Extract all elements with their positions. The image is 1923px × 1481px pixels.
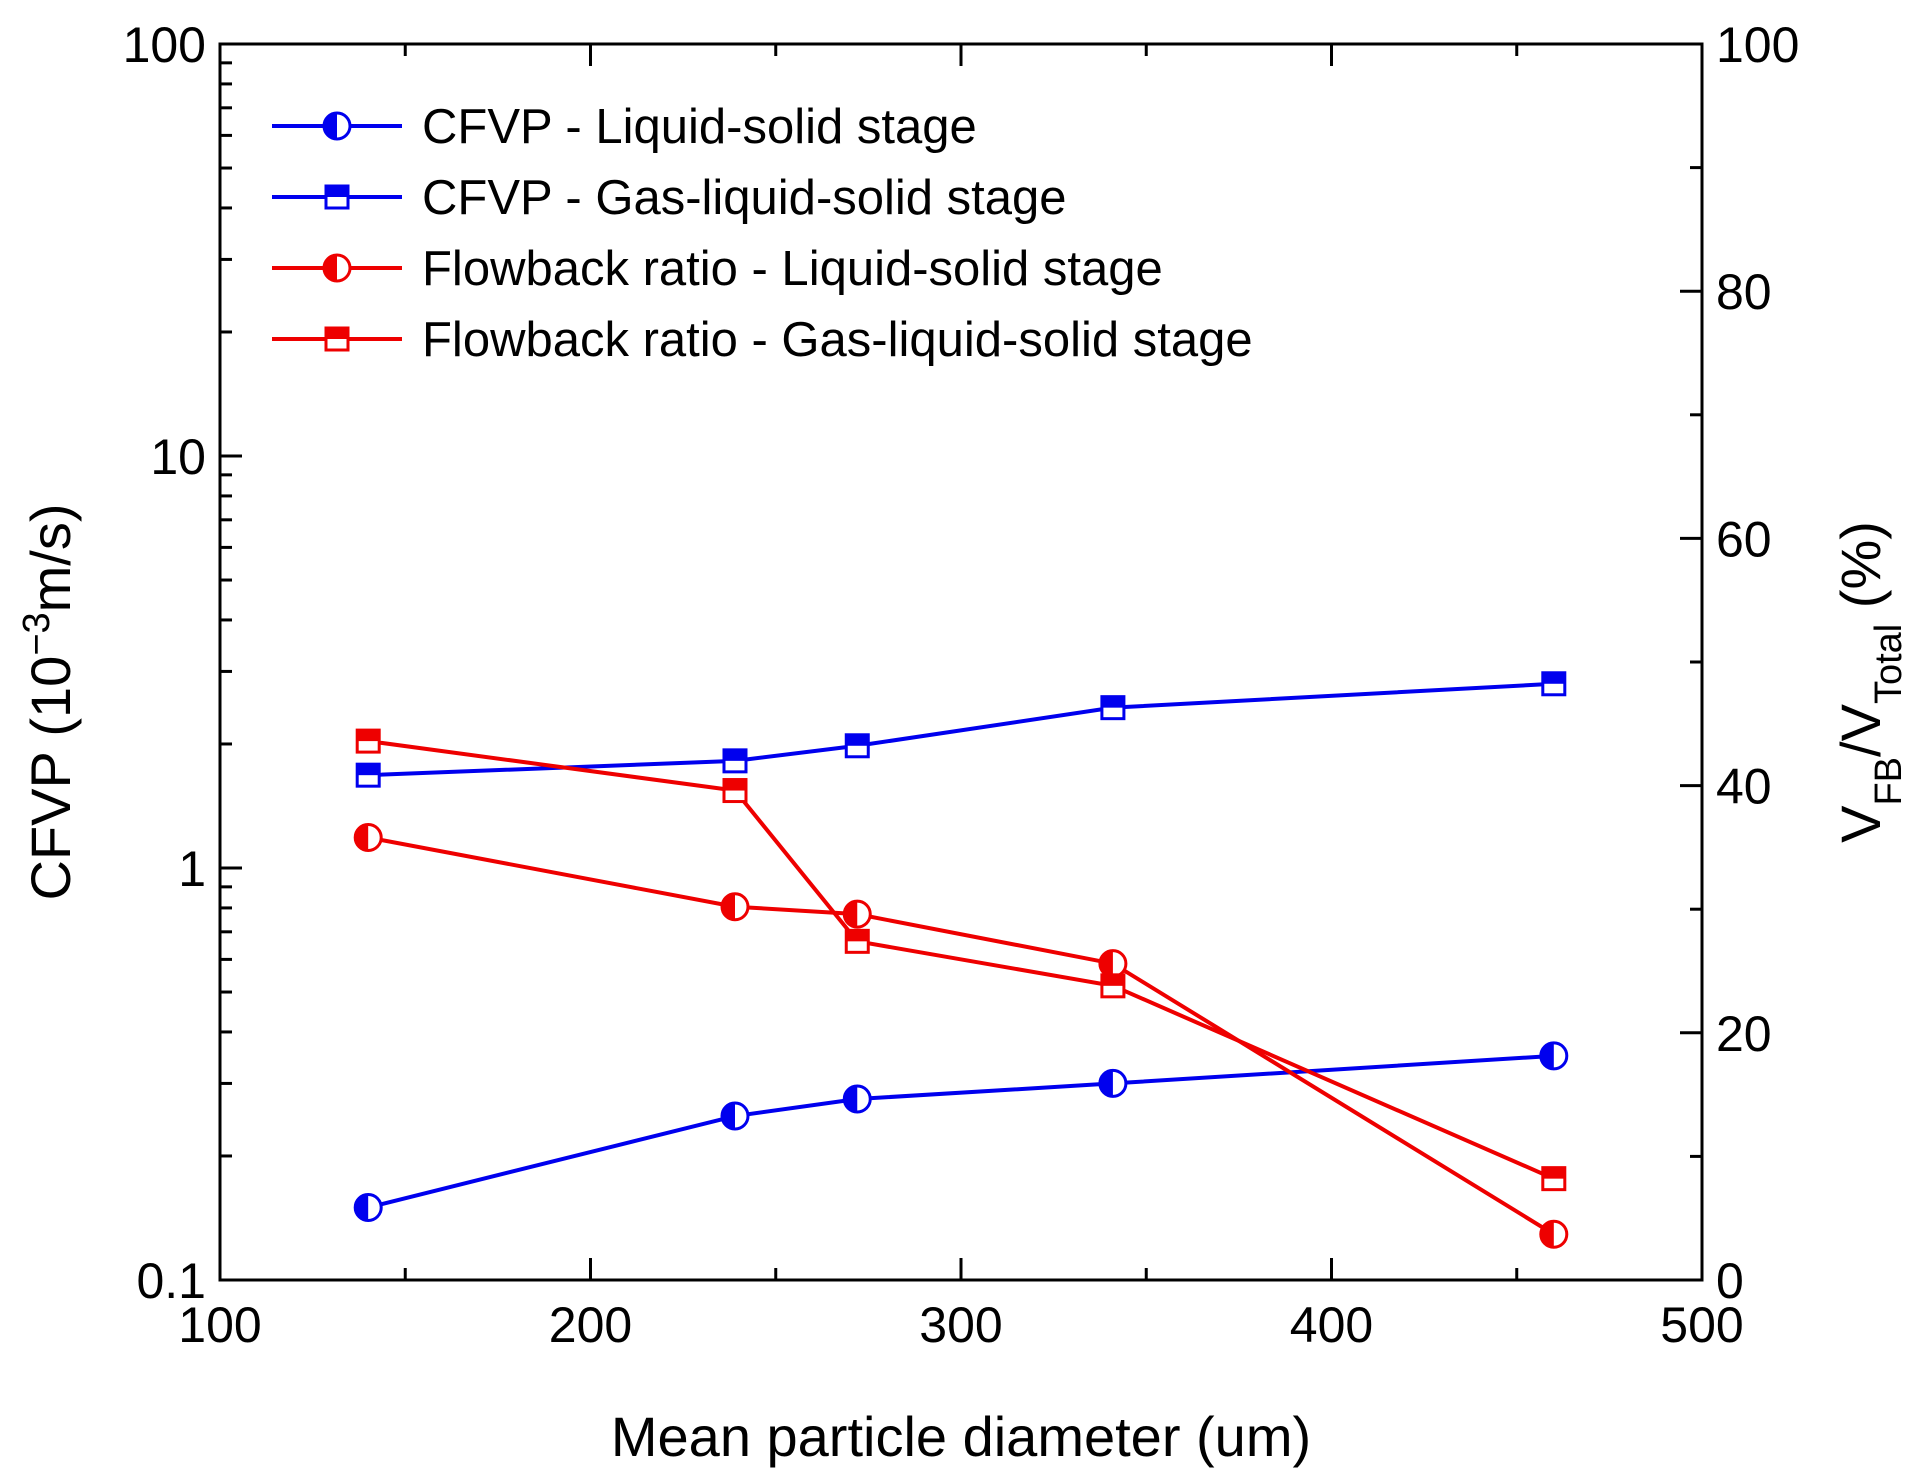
y-left-title-sup: −3 (16, 612, 58, 655)
marker-half-square (355, 728, 381, 754)
x-axis-title: Mean particle diameter (um) (611, 1405, 1311, 1468)
marker-fill (355, 824, 369, 851)
series-4 (355, 728, 1567, 1192)
marker-fill (723, 779, 746, 791)
series-1 (353, 1041, 1569, 1222)
marker-fill (324, 113, 337, 139)
y-axis-right-title: VFB/VTotal (%) (1829, 521, 1910, 843)
y-right-title-sub2: Total (1868, 624, 1910, 704)
axes-layer: 100 200 300 400 500 0.1 1 10 100 0 20 40 60 80 100 (123, 17, 1800, 1353)
y-left-tick-label: 100 (123, 17, 206, 73)
y-right-title-slash: /V (1829, 703, 1892, 757)
y-right-tick-label: 0 (1716, 1253, 1744, 1309)
series-2 (355, 671, 1567, 788)
legend-label: CFVP - Liquid-solid stage (422, 100, 977, 154)
legend-label: Flowback ratio - Gas-liquid-solid stage (422, 313, 1253, 367)
marker-half-square (355, 762, 381, 788)
series-line (367, 1053, 1554, 1210)
x-tick-label: 200 (549, 1297, 632, 1353)
y-left-title-rest: m/s) (19, 503, 82, 612)
marker-fill (326, 186, 348, 197)
marker-half-square (722, 748, 748, 774)
marker-half-square (844, 928, 870, 954)
legend-entry-2: CFVP - Gas-liquid-solid stage (272, 171, 1067, 225)
marker-fill (1101, 974, 1124, 986)
legend-label: CFVP - Gas-liquid-solid stage (422, 171, 1067, 225)
marker-half-square (1541, 1166, 1567, 1192)
marker-fill (1542, 672, 1565, 684)
marker-half-circle (1098, 1068, 1128, 1098)
legend-entry-4: Flowback ratio - Gas-liquid-solid stage (272, 313, 1253, 367)
marker-half-square (1541, 671, 1567, 697)
marker-fill (357, 730, 380, 742)
marker-fill (846, 734, 869, 746)
marker-fill (721, 1103, 735, 1130)
marker-fill (1540, 1042, 1554, 1069)
y-right-title-rest: (%) (1829, 521, 1892, 624)
legend-label: Flowback ratio - Liquid-solid stage (422, 242, 1163, 296)
x-tick-label: 300 (919, 1297, 1002, 1353)
y-right-tick-label: 60 (1716, 511, 1772, 567)
series-line (367, 835, 1555, 1236)
y-right-title-v: V (1829, 805, 1892, 843)
marker-fill (846, 930, 869, 942)
marker-half-circle (353, 823, 383, 853)
marker-half-square (844, 733, 870, 759)
marker-fill (1101, 696, 1124, 708)
series-line (367, 739, 1555, 1181)
marker-fill (1099, 1070, 1113, 1097)
marker-half-square (1100, 973, 1126, 999)
marker-half-circle (1098, 949, 1128, 979)
marker-fill (357, 764, 380, 776)
y-right-tick-label: 100 (1716, 17, 1799, 73)
x-tick-label: 500 (1660, 1297, 1743, 1353)
y-right-tick-label: 80 (1716, 264, 1772, 320)
marker-half-circle (353, 1192, 383, 1222)
series-line (368, 681, 1554, 778)
y-right-tick-label: 40 (1716, 759, 1772, 815)
y-axis-left-title: CFVP (10−3m/s) (16, 503, 82, 900)
marker-fill (326, 328, 348, 339)
marker-fill (324, 255, 337, 281)
marker-half-circle (1539, 1219, 1569, 1249)
marker-half-circle (842, 899, 872, 929)
marker-fill (723, 749, 746, 761)
marker-half-circle (1539, 1041, 1569, 1071)
y-right-tick-label: 20 (1716, 1006, 1772, 1062)
marker-half-circle (720, 892, 750, 922)
y-right-title-sub1: FB (1868, 757, 1910, 806)
x-tick-label: 400 (1290, 1297, 1373, 1353)
marker-half-circle (322, 253, 352, 283)
series-3 (353, 823, 1569, 1249)
marker-half-square (722, 778, 748, 804)
series-layer (353, 671, 1569, 1249)
y-left-tick-label: 1 (178, 841, 206, 897)
marker-fill (1099, 950, 1113, 977)
marker-fill (721, 893, 735, 920)
marker-fill (844, 1085, 858, 1112)
marker-fill (355, 1194, 369, 1221)
x-tick-label: 100 (178, 1297, 261, 1353)
marker-fill (844, 901, 858, 928)
y-left-title-base: CFVP (10 (19, 656, 82, 901)
legend: CFVP - Liquid-solid stage CFVP - Gas-liqu… (272, 100, 1253, 367)
marker-half-circle (720, 1101, 750, 1131)
legend-entry-3: Flowback ratio - Liquid-solid stage (272, 242, 1163, 296)
marker-half-circle (842, 1084, 872, 1114)
marker-half-square (324, 184, 350, 210)
marker-fill (1540, 1221, 1554, 1248)
y-left-tick-label: 10 (150, 429, 206, 485)
marker-fill (1542, 1167, 1565, 1179)
labels-layer: Mean particle diameter (um) CFVP (10−3m/… (16, 503, 1910, 1468)
legend-entry-1: CFVP - Liquid-solid stage (272, 100, 977, 154)
marker-half-circle (322, 111, 352, 141)
marker-half-square (1100, 695, 1126, 721)
y-left-tick-label: 0.1 (136, 1253, 206, 1309)
marker-half-square (324, 326, 350, 352)
